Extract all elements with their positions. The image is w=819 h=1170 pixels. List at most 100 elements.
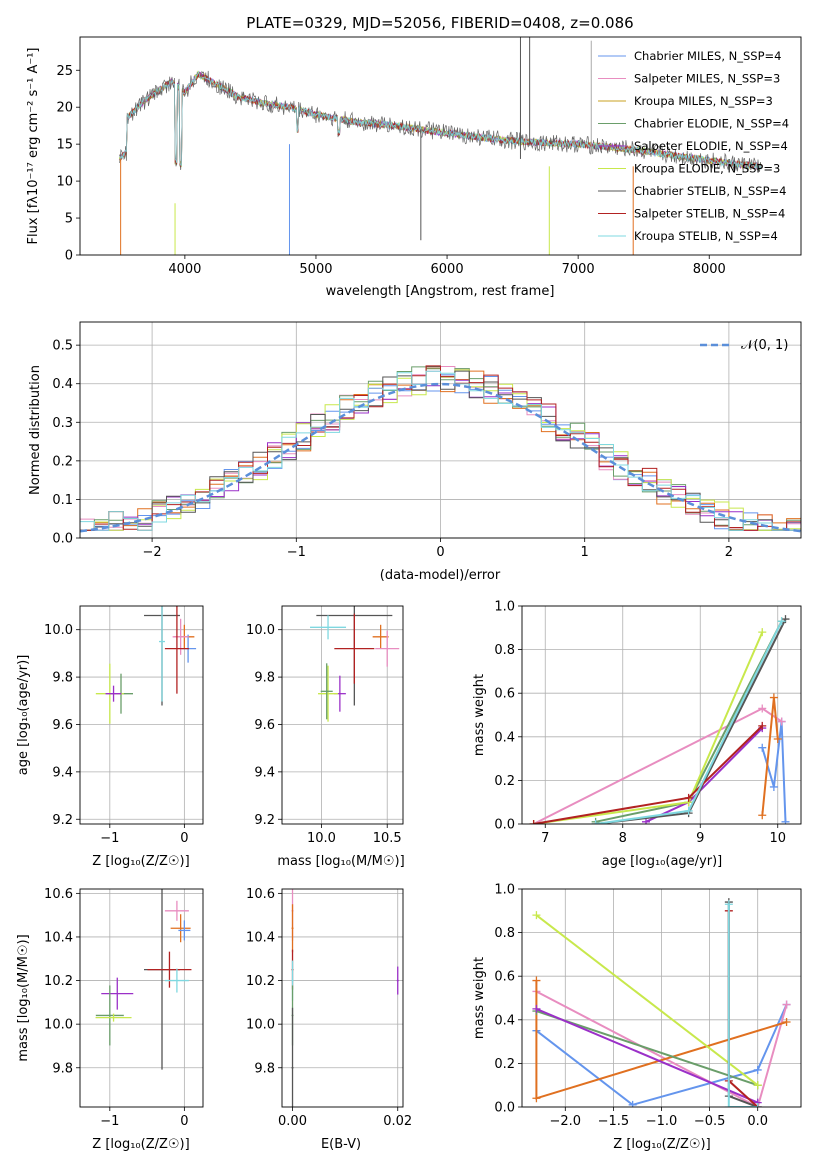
residual-xtick-label: 2 <box>725 545 733 560</box>
residual-ytick-label: 0.5 <box>52 339 73 354</box>
mass-vs-ebv-ytick-label: 10.6 <box>246 887 275 902</box>
spectrum-ytick-label: 25 <box>56 64 73 79</box>
legend-label: Chabrier MILES, N_SSP=4 <box>634 49 781 63</box>
weight-vs-Z-ytick-label: 0.8 <box>494 926 515 941</box>
weight-vs-age-marker <box>781 817 790 824</box>
weight-vs-Z-marker <box>532 976 541 985</box>
residual-panel: −2 −1 0 1 2 0.0 0.1 0.2 0.3 0.4 0.5 (data-model)/e… <box>28 321 802 583</box>
weight-vs-age-xtick-label: 7 <box>541 831 549 846</box>
residual-xtick-label: 0 <box>436 545 444 560</box>
weight-vs-Z-marker <box>532 911 541 920</box>
weight-vs-Z-ytick-label: 1.0 <box>494 883 515 898</box>
mass-vs-Z-ytick-label: 10.0 <box>44 1018 73 1033</box>
weight-vs-age-marker <box>684 806 693 815</box>
weight-vs-age-marker <box>769 693 778 702</box>
weight-vs-age-marker <box>758 743 767 752</box>
legend-label: Kroupa STELIB, N_SSP=4 <box>634 229 778 243</box>
age-vs-Z-xtick-label: 0 <box>180 831 188 846</box>
age-vs-Z-ytick-label: 10.0 <box>44 623 73 638</box>
weight-vs-age-ytick-label: 0.0 <box>494 818 515 833</box>
age-vs-mass-ytick-label: 9.6 <box>254 718 275 733</box>
spectrum-title: PLATE=0329, MJD=52056, FIBERID=0408, z=0… <box>246 14 633 32</box>
weight-vs-Z-marker <box>532 1004 541 1013</box>
weight-vs-age-ytick-label: 0.2 <box>494 774 515 789</box>
age-vs-Z-xlabel: Z [log₁₀(Z/Z☉)] <box>92 854 189 869</box>
weight-vs-age-xtick-label: 9 <box>696 831 704 846</box>
legend-label: Chabrier ELODIE, N_SSP=4 <box>634 117 789 131</box>
age-vs-Z-ytick-label: 9.4 <box>52 765 73 780</box>
weight-vs-Z-marker <box>782 1017 791 1026</box>
age-vs-mass-ytick-label: 9.4 <box>254 765 275 780</box>
weight-vs-Z-ytick-label: 0.2 <box>494 1057 515 1072</box>
weight-vs-age-marker <box>769 782 778 791</box>
age-vs-Z-ylabel: age [log₁₀(age/yr)] <box>16 655 31 776</box>
legend-label: Chabrier STELIB, N_SSP=4 <box>634 184 786 198</box>
mass-vs-ebv-ytick-label: 9.8 <box>254 1061 275 1076</box>
mass-vs-Z-ytick-label: 10.4 <box>44 930 73 945</box>
mass-vs-ebv-xlabel: E(B-V) <box>321 1137 361 1152</box>
spectrum-ytick-label: 20 <box>56 101 73 116</box>
weight-vs-age-xlabel: age [log₁₀(age/yr)] <box>602 854 723 869</box>
weight-vs-age-marker <box>777 617 786 626</box>
age-vs-mass-ytick-label: 9.2 <box>254 813 275 828</box>
residual-ytick-label: 0.3 <box>52 416 73 431</box>
mass-vs-ebv-panel: 0.00 0.02 9.8 10.0 10.2 10.4 10.6 E(B-V) <box>246 887 412 1152</box>
weight-vs-age-marker <box>758 704 767 713</box>
age-vs-mass-xlabel: mass [log₁₀(M/M☉)] <box>277 854 404 869</box>
weight-vs-age-ylabel: mass weight <box>472 674 487 756</box>
spectrum-xtick-label: 4000 <box>168 262 201 277</box>
age-vs-mass-panel: 10.0 10.5 9.2 9.4 9.6 9.8 10.0 mass [log₁₀(M/M… <box>246 605 405 869</box>
weight-vs-Z-marker <box>628 1100 637 1107</box>
weight-vs-Z-marker <box>753 1081 762 1090</box>
weight-vs-Z-series-line <box>535 1004 788 1106</box>
legend-label: Salpeter STELIB, N_SSP=4 <box>634 207 785 221</box>
weight-vs-age-marker <box>758 628 767 637</box>
weight-vs-Z-panel: −2.0 −1.5 −1.0 −0.5 0.0 0.0 0.2 0.4 0.6 0.8 1.0 Z … <box>472 883 802 1152</box>
age-vs-mass-xtick-label: 10.5 <box>373 831 402 846</box>
age-vs-Z-xtick-label: −1 <box>100 831 119 846</box>
mass-vs-ebv-ytick-label: 10.0 <box>246 1018 275 1033</box>
residual-xtick-label: 1 <box>581 545 589 560</box>
weight-vs-age-ytick-label: 0.4 <box>494 730 515 745</box>
mass-vs-ebv-xtick-label: 0.00 <box>278 1114 307 1129</box>
mass-vs-ebv-ytick-label: 10.2 <box>246 974 275 989</box>
weight-vs-age-ytick-label: 1.0 <box>494 600 515 615</box>
spectrum-xtick-label: 5000 <box>299 262 332 277</box>
age-vs-Z-ytick-label: 9.8 <box>52 671 73 686</box>
spectrum-ytick-label: 0 <box>65 249 73 264</box>
weight-vs-age-marker <box>529 820 538 824</box>
legend-gaussian-label: 𝒩(0, 1) <box>741 338 788 353</box>
legend-label: Salpeter MILES, N_SSP=3 <box>634 72 780 86</box>
mass-vs-Z-ytick-label: 10.6 <box>44 887 73 902</box>
weight-vs-age-marker <box>591 820 600 824</box>
weight-vs-Z-marker <box>724 900 733 909</box>
legend-label: Kroupa ELODIE, N_SSP=3 <box>634 162 780 176</box>
age-vs-Z-ytick-label: 9.2 <box>52 813 73 828</box>
spectrum-xtick-label: 8000 <box>693 262 726 277</box>
weight-vs-Z-series-line <box>536 1007 759 1104</box>
weight-vs-Z-series-line <box>535 914 759 1086</box>
weight-vs-Z-marker <box>782 1000 791 1009</box>
gaussian-curve <box>80 382 801 533</box>
weight-vs-age-xtick-label: 8 <box>619 831 627 846</box>
weight-vs-age-xtick-label: 10 <box>769 831 786 846</box>
weight-vs-age-ytick-label: 0.8 <box>494 643 515 658</box>
residual-ytick-label: 0.0 <box>52 532 73 547</box>
weight-vs-age-panel: 7 8 9 10 0.0 0.2 0.4 0.6 0.8 1.0 age [log₁₀(age/y… <box>472 600 802 869</box>
weight-vs-age-marker <box>758 811 767 820</box>
weight-vs-Z-xtick-label: −2.0 <box>550 1114 582 1129</box>
spectrum-ytick-label: 10 <box>56 175 73 190</box>
weight-vs-Z-ylabel: mass weight <box>472 957 487 1039</box>
mass-vs-Z-ylabel: mass [log₁₀(M/M☉)] <box>16 934 31 1061</box>
weight-vs-Z-series-line <box>727 904 758 1107</box>
weight-vs-Z-marker <box>724 1103 733 1107</box>
mass-vs-ebv-ytick-label: 10.4 <box>246 930 275 945</box>
mass-vs-Z-xtick-label: −1 <box>100 1114 119 1129</box>
age-vs-Z-panel: −1 0 9.2 9.4 9.6 9.8 10.0 Z [log₁₀(Z/Z☉)] age … <box>16 605 204 869</box>
weight-vs-age-marker <box>684 793 693 802</box>
mass-vs-ebv-xtick-label: 0.02 <box>383 1114 412 1129</box>
weight-vs-Z-ytick-label: 0.0 <box>494 1101 515 1116</box>
weight-vs-Z-xtick-label: −1.5 <box>598 1114 630 1129</box>
legend-label: Salpeter ELODIE, N_SSP=4 <box>634 139 788 153</box>
